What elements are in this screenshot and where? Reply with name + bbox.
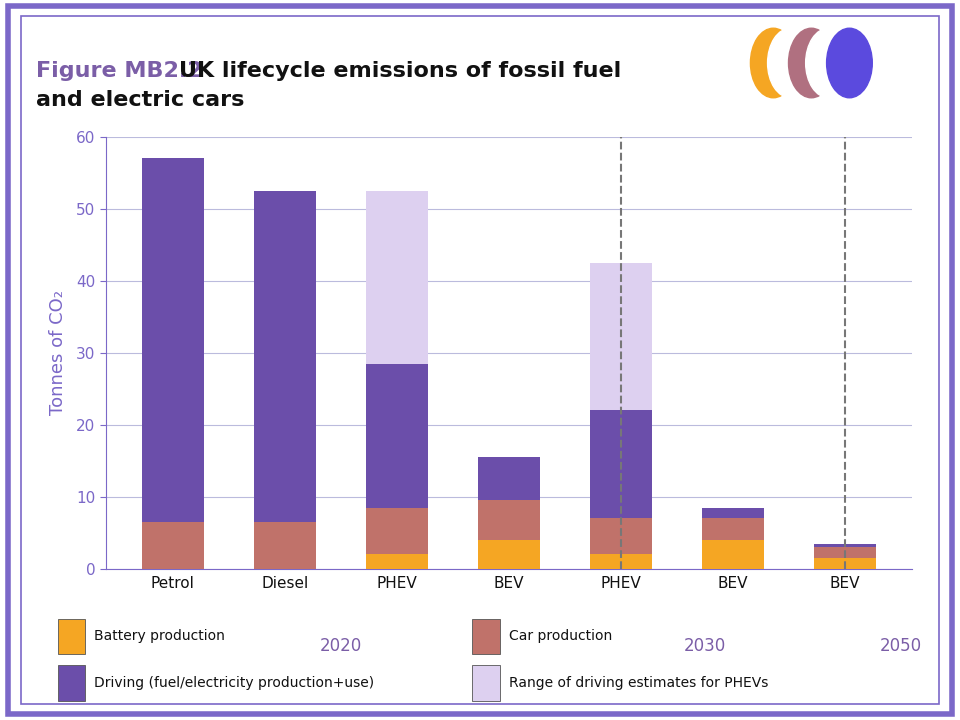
Bar [254, 191, 316, 522]
Text: 2020: 2020 [320, 637, 362, 655]
Circle shape [788, 28, 834, 98]
Text: Battery production: Battery production [94, 629, 225, 644]
Bar [590, 554, 652, 569]
Circle shape [827, 28, 873, 98]
FancyBboxPatch shape [58, 618, 85, 654]
Bar [366, 191, 427, 364]
Bar [702, 518, 763, 540]
Circle shape [751, 28, 796, 98]
Bar [142, 158, 204, 522]
Y-axis label: Tonnes of CO₂: Tonnes of CO₂ [50, 290, 67, 415]
Bar [478, 500, 540, 540]
FancyBboxPatch shape [472, 618, 500, 654]
Text: Range of driving estimates for PHEVs: Range of driving estimates for PHEVs [509, 676, 768, 690]
Bar [478, 540, 540, 569]
Text: and electric cars: and electric cars [36, 90, 245, 110]
Bar [142, 522, 204, 569]
Text: UK lifecycle emissions of fossil fuel: UK lifecycle emissions of fossil fuel [179, 61, 621, 81]
FancyBboxPatch shape [58, 665, 85, 701]
Circle shape [805, 28, 852, 98]
Text: Car production: Car production [509, 629, 612, 644]
FancyBboxPatch shape [472, 665, 500, 701]
Bar [814, 558, 876, 569]
Bar [366, 508, 427, 554]
Text: 2030: 2030 [684, 637, 726, 655]
Text: 2050: 2050 [879, 637, 922, 655]
Bar [590, 518, 652, 554]
Bar [254, 522, 316, 569]
Bar [590, 263, 652, 410]
Bar [702, 508, 763, 518]
Text: Figure MB2.2: Figure MB2.2 [36, 61, 204, 81]
Bar [590, 410, 652, 518]
Bar [478, 457, 540, 500]
Text: Driving (fuel/electricity production+use): Driving (fuel/electricity production+use… [94, 676, 374, 690]
Bar [366, 364, 427, 508]
Bar [702, 540, 763, 569]
Bar [814, 544, 876, 547]
Bar [366, 554, 427, 569]
Bar [814, 547, 876, 558]
Circle shape [768, 28, 813, 98]
